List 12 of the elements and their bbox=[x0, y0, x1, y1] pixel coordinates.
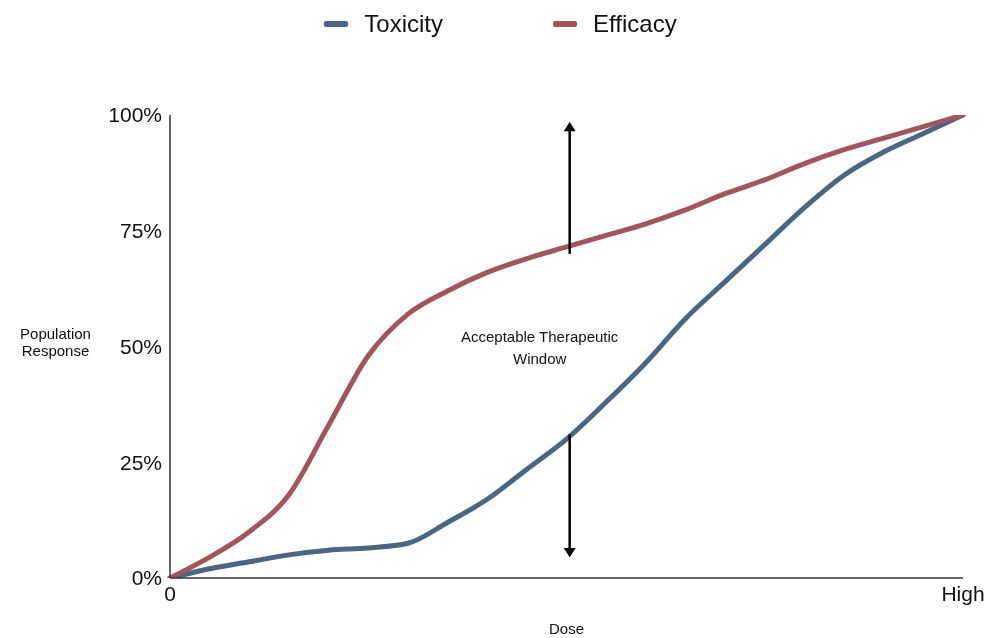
y-tick-label: 25% bbox=[119, 450, 162, 474]
y-tick-label: 0% bbox=[131, 566, 162, 590]
y-axis-title: Population Response bbox=[19, 325, 92, 359]
y-tick-label: 50% bbox=[119, 334, 162, 358]
annotation: Acceptable Therapeutic Window bbox=[460, 327, 620, 369]
y-tick-label: 100% bbox=[108, 103, 162, 127]
x-tick-label: 0 bbox=[164, 581, 176, 605]
legend-label: Toxicity bbox=[364, 10, 444, 38]
legend-label: Efficacy bbox=[593, 10, 677, 38]
y-tick-label: 75% bbox=[119, 219, 162, 243]
x-axis-title: Dose bbox=[548, 620, 585, 637]
x-tick-label: High bbox=[941, 581, 985, 605]
